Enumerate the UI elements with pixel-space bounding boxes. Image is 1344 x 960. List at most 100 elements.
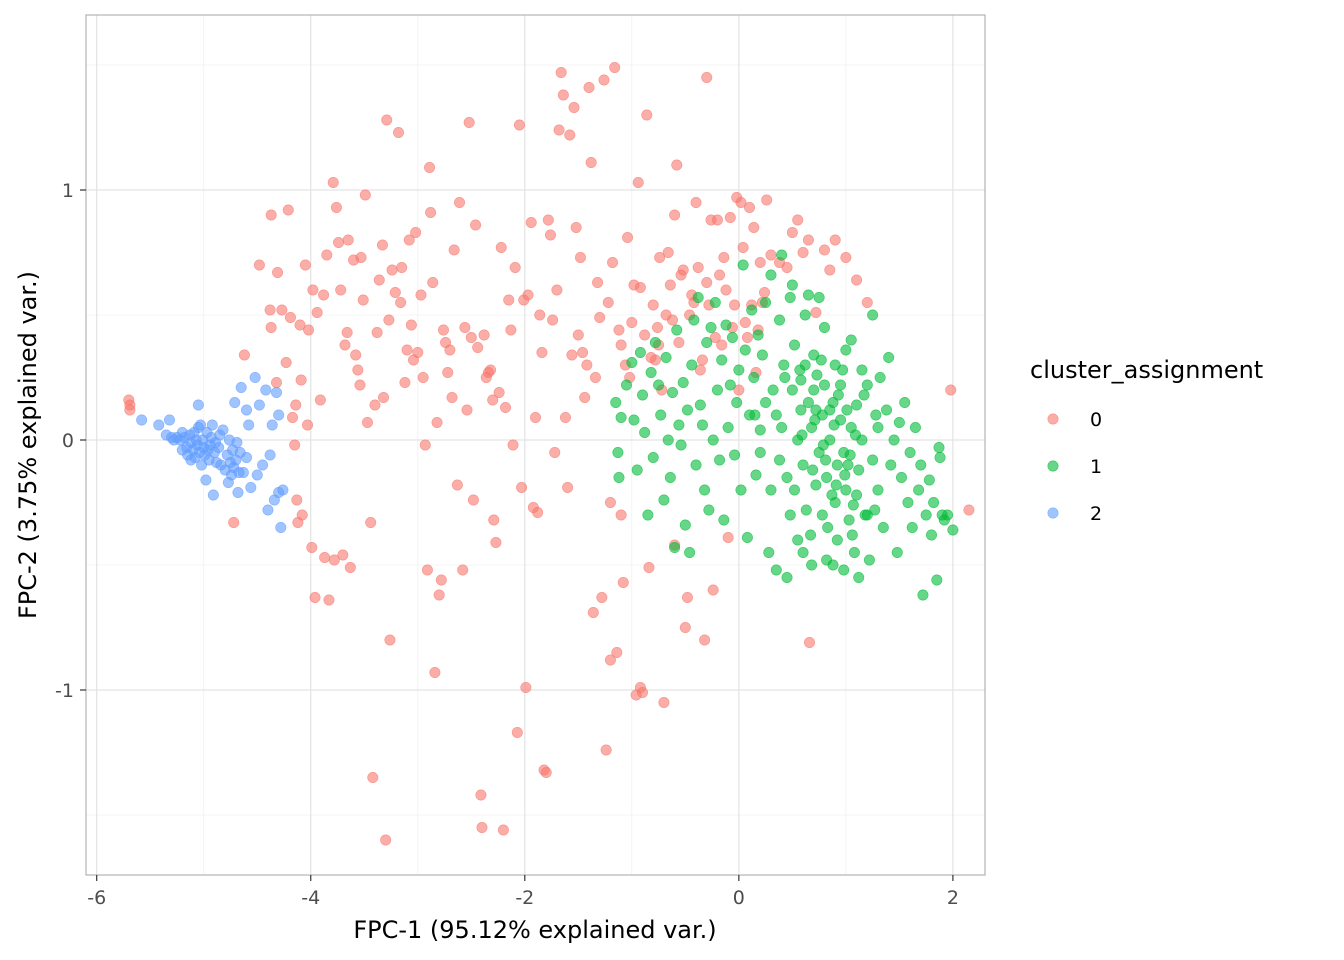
point-cluster-0 xyxy=(487,394,499,406)
point-cluster-1 xyxy=(615,411,627,423)
point-cluster-1 xyxy=(703,504,715,516)
point-cluster-1 xyxy=(707,434,719,446)
point-cluster-2 xyxy=(213,441,225,453)
point-cluster-0 xyxy=(296,509,308,521)
point-cluster-0 xyxy=(327,177,339,189)
point-cluster-1 xyxy=(867,309,879,321)
point-cluster-1 xyxy=(858,389,870,401)
point-cluster-1 xyxy=(874,371,886,383)
point-cluster-1 xyxy=(679,519,691,531)
plot-border xyxy=(85,14,986,876)
point-cluster-1 xyxy=(784,509,796,521)
point-cluster-1 xyxy=(810,479,822,491)
point-cluster-0 xyxy=(333,237,345,249)
point-cluster-0 xyxy=(549,446,561,458)
point-cluster-1 xyxy=(795,404,807,416)
point-cluster-1 xyxy=(913,484,925,496)
point-cluster-0 xyxy=(615,339,627,351)
point-cluster-1 xyxy=(938,514,950,526)
point-cluster-0 xyxy=(341,326,353,338)
point-cluster-0 xyxy=(396,261,408,273)
point-cluster-1 xyxy=(778,359,790,371)
point-cluster-0 xyxy=(639,329,651,341)
point-cluster-1 xyxy=(837,364,849,376)
point-cluster-1 xyxy=(841,404,853,416)
point-cluster-0 xyxy=(945,384,957,396)
point-cluster-1 xyxy=(816,509,828,521)
point-cluster-0 xyxy=(350,349,362,361)
point-cluster-1 xyxy=(925,529,937,541)
point-cluster-0 xyxy=(564,129,576,141)
point-cluster-1 xyxy=(850,429,862,441)
point-cluster-0 xyxy=(963,504,975,516)
point-cluster-1 xyxy=(688,314,700,326)
point-cluster-0 xyxy=(555,67,567,79)
point-cluster-0 xyxy=(536,346,548,358)
point-cluster-1 xyxy=(851,489,863,501)
point-cluster-1 xyxy=(612,446,624,458)
point-cluster-0 xyxy=(781,261,793,273)
point-cluster-1 xyxy=(639,426,651,438)
point-cluster-0 xyxy=(472,341,484,353)
point-cluster-0 xyxy=(701,276,713,288)
point-cluster-1 xyxy=(840,484,852,496)
point-cluster-0 xyxy=(585,157,597,169)
point-cluster-0 xyxy=(295,374,307,386)
point-cluster-0 xyxy=(570,222,582,234)
point-cluster-1 xyxy=(933,441,945,453)
point-cluster-1 xyxy=(839,469,851,481)
point-cluster-0 xyxy=(124,404,136,416)
point-cluster-1 xyxy=(797,459,809,471)
legend-label-2: 2 xyxy=(1090,503,1102,525)
point-cluster-1 xyxy=(802,396,814,408)
point-cluster-2 xyxy=(192,399,204,411)
point-cluster-0 xyxy=(282,204,294,216)
point-cluster-2 xyxy=(166,431,178,443)
point-cluster-1 xyxy=(741,531,753,543)
point-cluster-1 xyxy=(906,521,918,533)
point-cluster-0 xyxy=(658,696,670,708)
point-cluster-1 xyxy=(671,324,683,336)
point-cluster-0 xyxy=(367,771,379,783)
point-cluster-1 xyxy=(822,521,834,533)
point-cluster-2 xyxy=(262,504,274,516)
point-cluster-0 xyxy=(435,574,447,586)
point-cluster-1 xyxy=(774,454,786,466)
point-cluster-0 xyxy=(542,214,554,226)
point-cluster-2 xyxy=(273,409,285,421)
point-cluster-0 xyxy=(433,589,445,601)
point-cluster-1 xyxy=(820,454,832,466)
point-cluster-0 xyxy=(622,232,634,244)
point-cluster-0 xyxy=(534,309,546,321)
point-cluster-0 xyxy=(572,329,584,341)
point-cluster-0 xyxy=(634,681,646,693)
point-cluster-0 xyxy=(314,394,326,406)
point-cluster-2 xyxy=(277,484,289,496)
x-tick-label: -6 xyxy=(87,887,106,909)
point-cluster-0 xyxy=(318,289,330,301)
point-cluster-0 xyxy=(532,506,544,518)
point-cluster-0 xyxy=(615,509,627,521)
point-cluster-2 xyxy=(200,474,212,486)
point-cluster-0 xyxy=(429,666,441,678)
series-0-points xyxy=(123,61,975,846)
point-cluster-0 xyxy=(607,256,619,268)
point-cluster-1 xyxy=(799,309,811,321)
point-cluster-1 xyxy=(831,534,843,546)
point-cluster-0 xyxy=(299,259,311,271)
point-cluster-1 xyxy=(690,459,702,471)
point-cluster-1 xyxy=(684,546,696,558)
point-cluster-1 xyxy=(807,464,819,476)
point-cluster-0 xyxy=(711,214,723,226)
point-cluster-1 xyxy=(752,329,764,341)
point-cluster-0 xyxy=(594,311,606,323)
point-cluster-1 xyxy=(802,289,814,301)
point-cluster-0 xyxy=(419,439,431,451)
point-cluster-0 xyxy=(602,296,614,308)
point-cluster-0 xyxy=(729,299,741,311)
point-cluster-0 xyxy=(824,264,836,276)
point-cluster-0 xyxy=(544,229,556,241)
point-cluster-1 xyxy=(645,366,657,378)
point-cluster-1 xyxy=(861,379,873,391)
